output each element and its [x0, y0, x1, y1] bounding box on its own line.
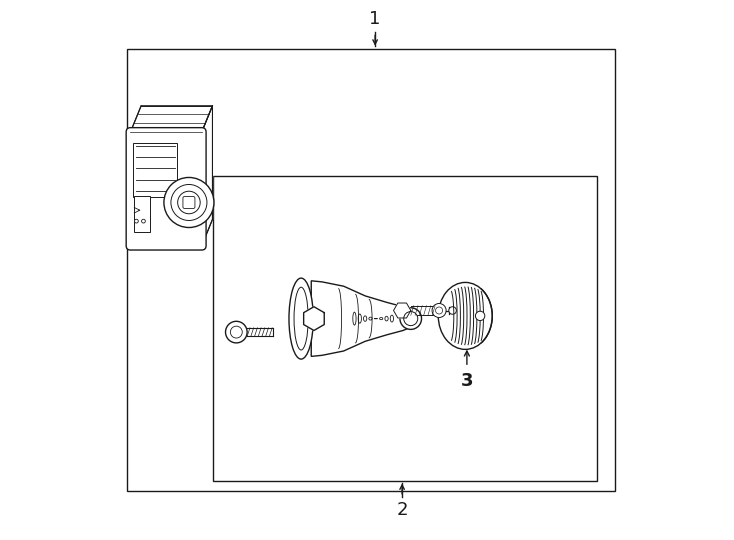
Bar [213, 176, 597, 481]
Bar [175, 189, 186, 221]
Circle shape [448, 307, 457, 314]
Circle shape [230, 326, 242, 338]
Polygon shape [311, 281, 408, 356]
Ellipse shape [294, 287, 308, 350]
Text: 3: 3 [461, 372, 473, 390]
FancyBboxPatch shape [183, 197, 195, 208]
Circle shape [178, 202, 183, 207]
Ellipse shape [289, 278, 313, 359]
Circle shape [171, 185, 207, 220]
Polygon shape [304, 307, 324, 330]
Circle shape [164, 178, 214, 227]
Bar [127, 49, 615, 491]
Circle shape [432, 303, 446, 318]
Circle shape [134, 219, 138, 223]
Ellipse shape [438, 282, 493, 349]
Circle shape [225, 321, 247, 343]
Bar [134, 143, 178, 197]
Bar [134, 195, 150, 232]
Circle shape [400, 308, 421, 329]
Circle shape [476, 311, 485, 321]
Text: 1: 1 [369, 10, 381, 28]
Polygon shape [202, 106, 212, 246]
Circle shape [178, 191, 200, 214]
Circle shape [435, 307, 443, 314]
Polygon shape [131, 106, 212, 132]
Polygon shape [393, 303, 411, 318]
Text: 2: 2 [396, 501, 408, 519]
Circle shape [142, 219, 145, 223]
FancyBboxPatch shape [126, 127, 206, 250]
Circle shape [404, 312, 418, 326]
